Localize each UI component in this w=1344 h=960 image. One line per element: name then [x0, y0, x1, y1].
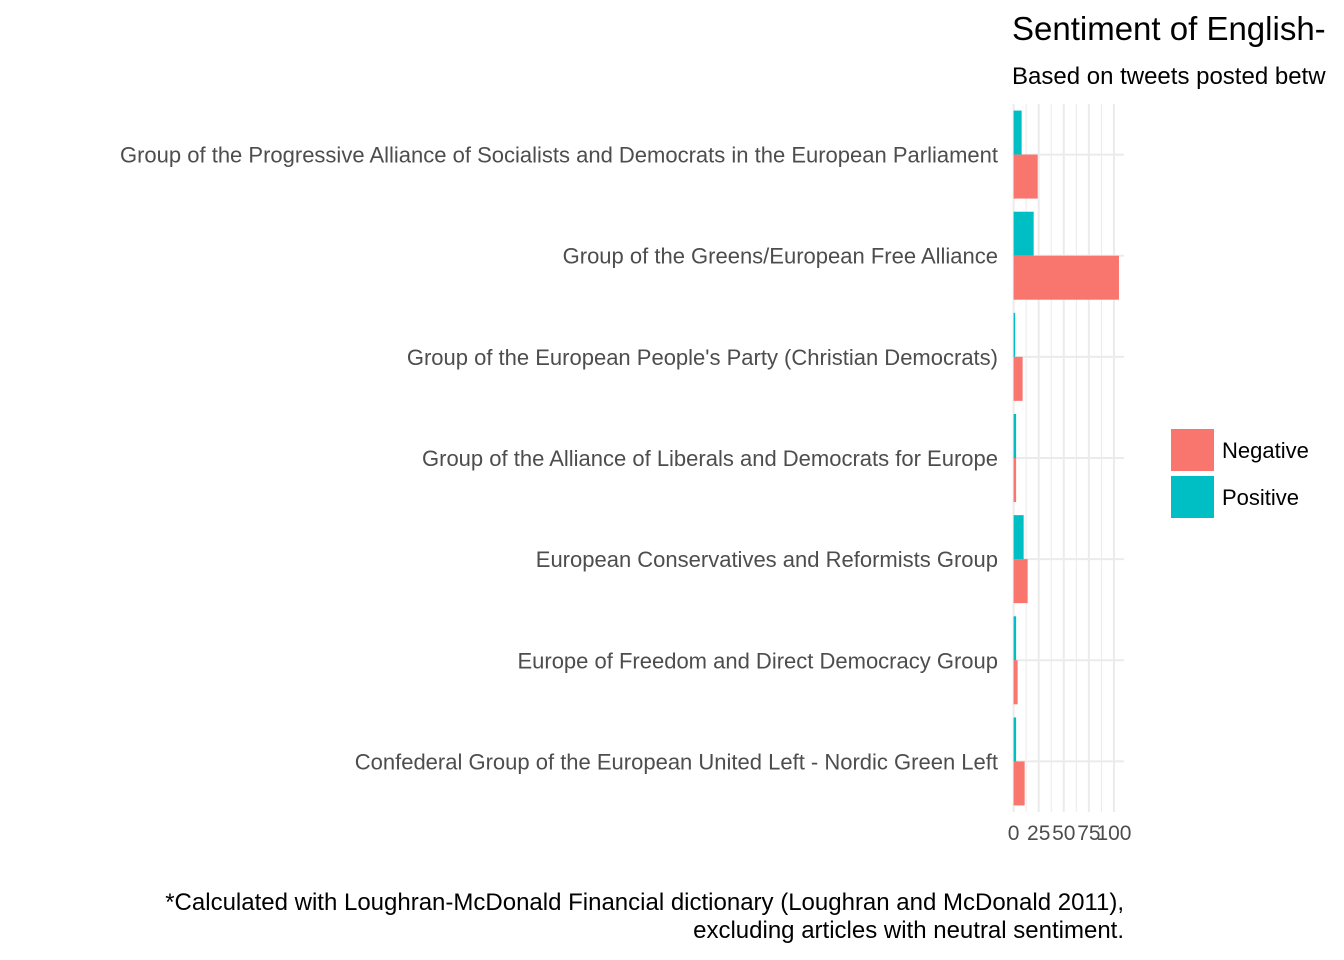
bar-negative-1: [1013, 255, 1119, 300]
bar-negative-5: [1013, 660, 1018, 705]
x-tick-label-3: 75: [1077, 822, 1100, 845]
bar-negative-2: [1013, 356, 1023, 401]
bar-negative-6: [1013, 761, 1025, 806]
chart-subtitle: Based on tweets posted betw: [1012, 63, 1326, 90]
x-tick-label-4: 100: [1096, 822, 1131, 845]
bars: [1013, 110, 1119, 806]
category-label-5: Europe of Freedom and Direct Democracy G…: [517, 648, 998, 673]
bar-negative-4: [1013, 559, 1028, 604]
grid-lines: [1012, 104, 1124, 812]
x-tick-label-2: 50: [1052, 822, 1075, 845]
category-label-1: Group of the Greens/European Free Allian…: [563, 244, 998, 269]
legend-label-positive: Positive: [1222, 485, 1299, 510]
bar-positive-0: [1013, 110, 1022, 155]
category-label-2: Group of the European People's Party (Ch…: [407, 345, 998, 370]
legend-key-negative: [1171, 429, 1214, 471]
legend-key-positive: [1171, 476, 1214, 518]
category-label-3: Group of the Alliance of Liberals and De…: [422, 446, 998, 471]
caption-line-2: excluding articles with neutral sentimen…: [693, 917, 1124, 944]
bar-positive-1: [1013, 211, 1034, 256]
caption-line-1: *Calculated with Loughran-McDonald Finan…: [165, 889, 1124, 916]
x-tick-label-0: 0: [1008, 822, 1020, 845]
bar-negative-3: [1013, 458, 1017, 502]
legend-label-negative: Negative: [1222, 438, 1309, 463]
bar-negative-0: [1013, 154, 1038, 199]
category-labels: Group of the Progressive Alliance of Soc…: [120, 143, 998, 775]
bar-positive-4: [1013, 515, 1024, 560]
bar-positive-2: [1013, 312, 1016, 357]
bar-positive-6: [1013, 717, 1017, 762]
bar-positive-3: [1013, 414, 1017, 458]
category-label-6: Confederal Group of the European United …: [355, 749, 998, 774]
category-label-0: Group of the Progressive Alliance of Soc…: [120, 143, 998, 168]
chart-title: Sentiment of English-: [1012, 10, 1326, 47]
legend: Negative Positive: [1171, 429, 1309, 518]
x-tick-label-1: 25: [1027, 822, 1050, 845]
bar-positive-5: [1013, 616, 1017, 661]
category-label-4: European Conservatives and Reformists Gr…: [536, 547, 998, 572]
